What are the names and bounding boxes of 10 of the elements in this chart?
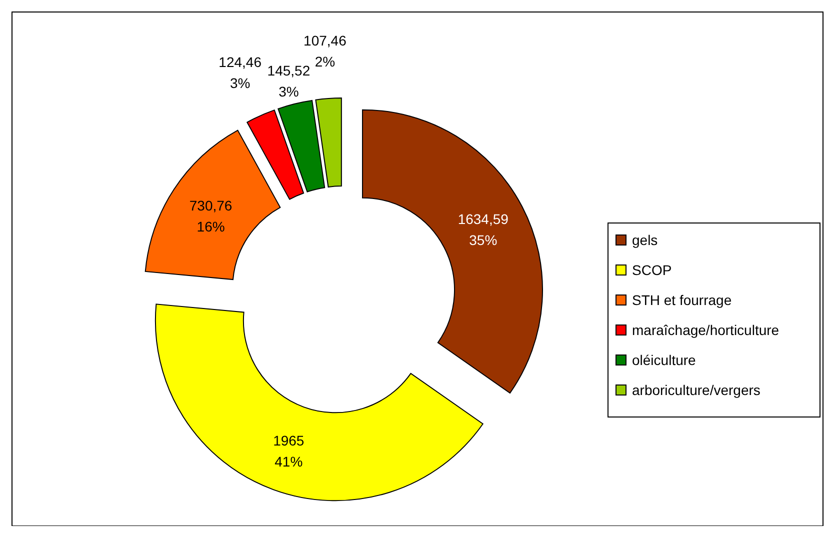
legend-label: gels bbox=[632, 232, 658, 248]
legend-label: STH et fourrage bbox=[632, 292, 732, 308]
data-label: 730,76 16% bbox=[189, 197, 232, 234]
legend-label: arboriculture/vergers bbox=[632, 382, 760, 398]
legend-label: maraîchage/horticulture bbox=[632, 322, 780, 338]
data-label: 124,46 3% bbox=[218, 54, 262, 91]
legend-label: oléiculture bbox=[632, 352, 696, 368]
data-label: 1634,59 35% bbox=[458, 211, 509, 248]
data-label: 1965 41% bbox=[273, 432, 304, 470]
legend-label: SCOP bbox=[632, 262, 672, 278]
